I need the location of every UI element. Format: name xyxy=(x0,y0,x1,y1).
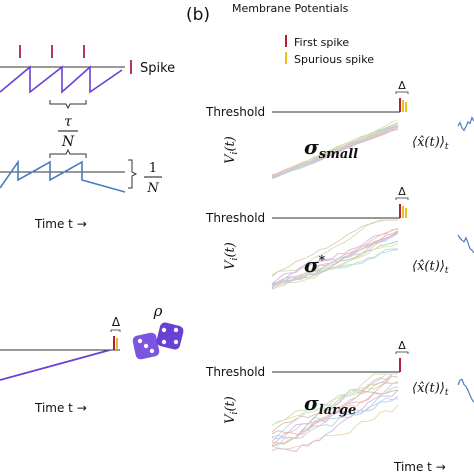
readout-trace xyxy=(457,116,474,132)
trace xyxy=(271,373,398,426)
trace xyxy=(271,122,399,179)
xhat-label: ⟨x̂(t)⟩t xyxy=(412,381,449,398)
tau-symbol: τ xyxy=(64,114,72,130)
trace xyxy=(271,386,399,445)
legend-spurious-label: Spurious spike xyxy=(294,53,374,66)
time-label-panel-b: Time t → xyxy=(393,460,446,474)
trace xyxy=(271,219,398,277)
panel-a-population-sawtooth: 1 N xyxy=(0,159,162,196)
trace xyxy=(271,404,399,450)
delta-label: Δ xyxy=(398,185,406,198)
trace xyxy=(271,389,399,452)
time-label-bottom-left: Time t → xyxy=(34,401,87,415)
trace xyxy=(271,124,399,179)
time-label-top: Time t → xyxy=(34,217,87,231)
xhat-label: ⟨x̂(t)⟩t xyxy=(412,259,449,276)
membrane-traces xyxy=(271,373,399,452)
dice-icon xyxy=(132,322,184,360)
membrane-traces xyxy=(271,119,399,180)
legend-first-label: First spike xyxy=(294,36,349,49)
delta-a2: Δ xyxy=(112,315,121,329)
panel-a-spike-train: Spike xyxy=(0,45,175,94)
readout-trace xyxy=(457,378,474,403)
row-2: Threshold Vi(t) Δσ* ⟨x̂(t)⟩t xyxy=(205,185,474,290)
sawtooth-blue xyxy=(0,159,126,193)
trace xyxy=(271,230,399,287)
tau-over-n: τ N xyxy=(49,100,87,158)
panel-b-label: (b) xyxy=(186,5,210,25)
panel-a-ramp: Δ ρ xyxy=(0,302,184,381)
delta-label: Δ xyxy=(398,79,406,92)
one-symbol: 1 xyxy=(149,161,157,176)
trace xyxy=(271,373,398,443)
sawtooth-purple xyxy=(0,65,123,94)
trace xyxy=(271,231,399,285)
trace xyxy=(271,373,398,433)
spike-label: Spike xyxy=(140,61,175,76)
y-axis-label: Vi(t) xyxy=(223,136,240,164)
n-symbol-2: N xyxy=(146,181,159,196)
xhat-label: ⟨x̂(t)⟩t xyxy=(412,135,449,152)
threshold-label: Threshold xyxy=(205,105,265,119)
trace xyxy=(271,228,399,285)
panel-b-title: Membrane Potentials xyxy=(232,2,349,15)
n-symbol: N xyxy=(61,134,75,150)
sigma-label: σsmall xyxy=(304,135,358,162)
rho-symbol: ρ xyxy=(153,302,163,320)
y-axis-label: Vi(t) xyxy=(223,396,240,424)
trace xyxy=(271,230,399,285)
delta-label: Δ xyxy=(398,339,406,352)
sigma-label: σ* xyxy=(304,253,326,277)
readout-trace xyxy=(457,234,474,254)
y-axis-label: Vi(t) xyxy=(223,242,240,270)
membrane-traces xyxy=(271,219,399,290)
trace xyxy=(271,119,399,176)
trace xyxy=(271,248,399,288)
trace xyxy=(271,395,399,446)
trace xyxy=(271,232,399,287)
trace xyxy=(271,249,399,288)
trace xyxy=(271,375,399,436)
ramp-purple xyxy=(0,349,111,381)
trace xyxy=(271,381,399,446)
sigma-label: σlarge xyxy=(304,391,356,418)
threshold-label: Threshold xyxy=(205,211,265,225)
trace xyxy=(271,373,398,438)
threshold-label: Threshold xyxy=(205,365,265,379)
